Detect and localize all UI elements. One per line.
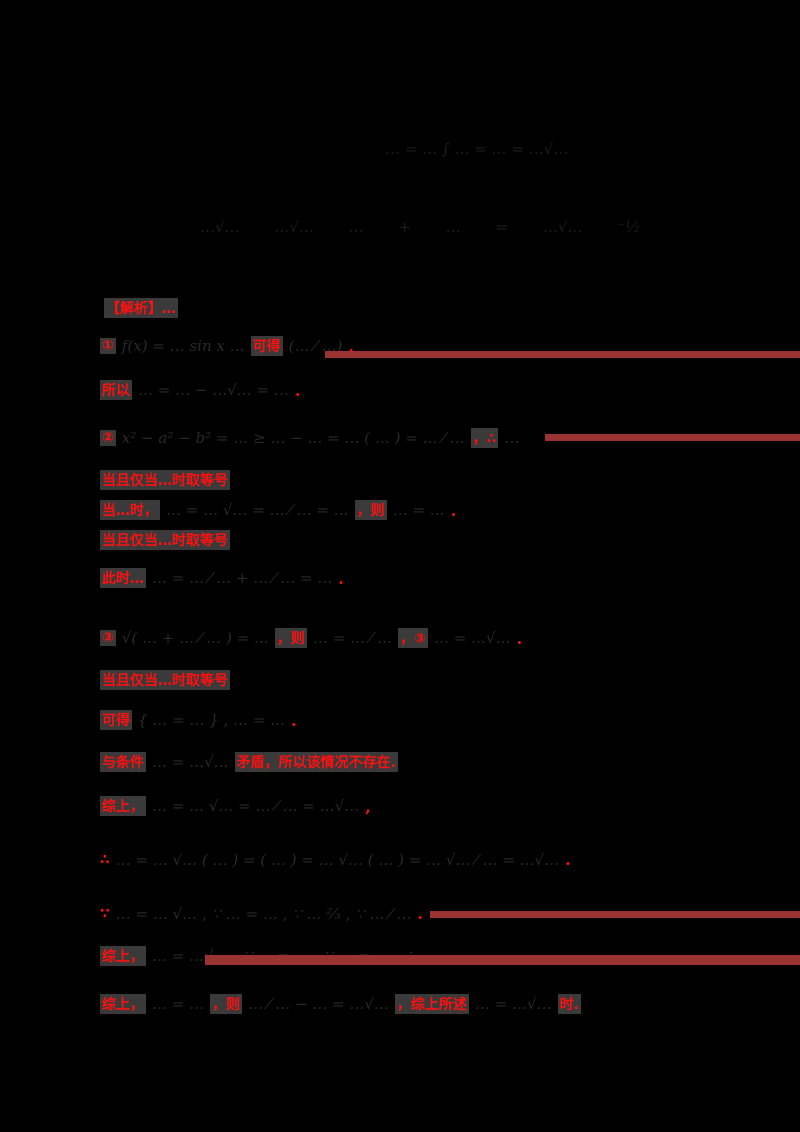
solution-line: 当且仅当…时取等号 [100, 670, 230, 690]
period: . [291, 710, 297, 730]
step-label: ① [100, 338, 116, 354]
solution-line: 综上， … = … √… = … ⁄ … = …√… , [100, 796, 371, 816]
period: . [294, 380, 301, 400]
formula: … = … √… , ∵ … = … , ∵ … ²⁄₃ , ∵ … ⁄ … [115, 904, 412, 923]
period: . [338, 568, 344, 588]
solution-line: 当…时， … = … √… = … ⁄ … = … ，则 … = … . [100, 500, 456, 520]
solution-line: 此时… … = … ⁄ … + … ⁄ … = … . [100, 568, 344, 588]
formula: … = … − …√… = … [138, 381, 289, 399]
step-label: 当且仅当…时取等号 [100, 670, 230, 690]
step-label: ，则 [210, 994, 243, 1014]
solution-line: 当且仅当…时取等号 [100, 470, 230, 490]
step-label: 综上， [100, 994, 146, 1014]
step-label: ∵ [100, 905, 110, 922]
formula: … [504, 429, 520, 447]
step-label: ② [100, 430, 116, 446]
formula: … = … √… = … ⁄ … = …√… [152, 797, 360, 815]
header-formula-2: …√… …√… … + … = …√… ⁻¹⁄₂ [200, 218, 640, 236]
period: . [450, 500, 457, 520]
period: . [565, 850, 571, 869]
formula: x² − a² − b² = … ≥ … − … = … ( … ) = … ⁄… [121, 429, 465, 447]
period: , [365, 796, 371, 816]
formula: … = … ⁄ … + … ⁄ … = … [152, 569, 333, 587]
formula: … = …√… [433, 629, 511, 647]
underline-bar [205, 955, 800, 965]
formula: √( … + … ⁄ … ) = … [121, 629, 269, 647]
formula: f(x) = … sin x … [121, 337, 245, 355]
step-label: 矛盾，所以该情况不存在. [234, 752, 398, 772]
formula: … = … √… = … ⁄ … = … [166, 501, 349, 519]
solution-line: 综上， … = … ，则 … ⁄ … − … = …√… ，综上所述 … = …… [100, 994, 581, 1014]
formula: … = … [152, 995, 205, 1013]
period: . [417, 904, 424, 923]
formula: … = … √… ( … ) = ( … ) = … √… ( … ) = … … [115, 850, 560, 869]
header-formula-1: … = … ∫ … = … = …√… [385, 140, 569, 158]
step-label: ，则 [274, 628, 307, 648]
solution-line: ③ √( … + … ⁄ … ) = … ，则 … = … ⁄ … ，③ … =… [100, 628, 522, 648]
solution-line: ② x² − a² − b² = … ≥ … − … = … ( … ) = …… [100, 428, 519, 448]
period: . [516, 628, 523, 648]
step-label: 与条件 [100, 752, 146, 772]
step-label: 所以 [100, 380, 132, 400]
step-label: 综上， [100, 796, 146, 816]
step-label: ，③ [398, 628, 428, 648]
solution-line: ① f(x) = … sin x … 可得 (… ⁄ …) . [100, 336, 354, 356]
formula: { … = … } , … = … [138, 711, 286, 729]
solution-line: ∴ … = … √… ( … ) = ( … ) = … √… ( … ) = … [100, 850, 571, 869]
step-label: 综上， [100, 946, 146, 966]
solution-line: 所以 … = … − …√… = … . [100, 380, 300, 400]
formula: … = …√… [152, 753, 229, 771]
solution-line: 与条件 … = …√… 矛盾，所以该情况不存在. [100, 752, 398, 772]
formula: … = … ⁄ … [312, 629, 393, 647]
step-label: ③ [100, 630, 116, 646]
period: . [348, 336, 354, 356]
solution-line: 当且仅当…时取等号 [100, 530, 230, 550]
step-label: ，综上所述 [394, 994, 469, 1014]
step-label: ∴ [100, 851, 110, 868]
formula: … = …√… [474, 995, 552, 1013]
step-label: 此时… [100, 568, 146, 588]
formula: … ⁄ … − … = …√… [248, 995, 389, 1013]
formula: (… ⁄ …) [288, 337, 343, 355]
step-label: 当且仅当…时取等号 [100, 470, 230, 490]
solution-line: ∵ … = … √… , ∵ … = … , ∵ … ²⁄₃ , ∵ … ⁄ …… [100, 904, 423, 923]
underline-bar [545, 434, 800, 441]
solution-line: 可得 { … = … } , … = … . [100, 710, 297, 730]
step-label: 可得 [250, 336, 283, 356]
underline-bar [430, 911, 800, 918]
step-label: ，∴ [470, 428, 499, 448]
step-label: 可得 [100, 710, 132, 730]
step-label: 当且仅当…时取等号 [100, 530, 230, 550]
formula: … = … [392, 501, 445, 519]
step-label: ，则 [354, 500, 387, 520]
step-label: 当…时， [100, 500, 160, 520]
underline-bar [325, 351, 800, 358]
section-title: 【解析】… [104, 298, 178, 318]
step-label: 时. [557, 994, 581, 1014]
